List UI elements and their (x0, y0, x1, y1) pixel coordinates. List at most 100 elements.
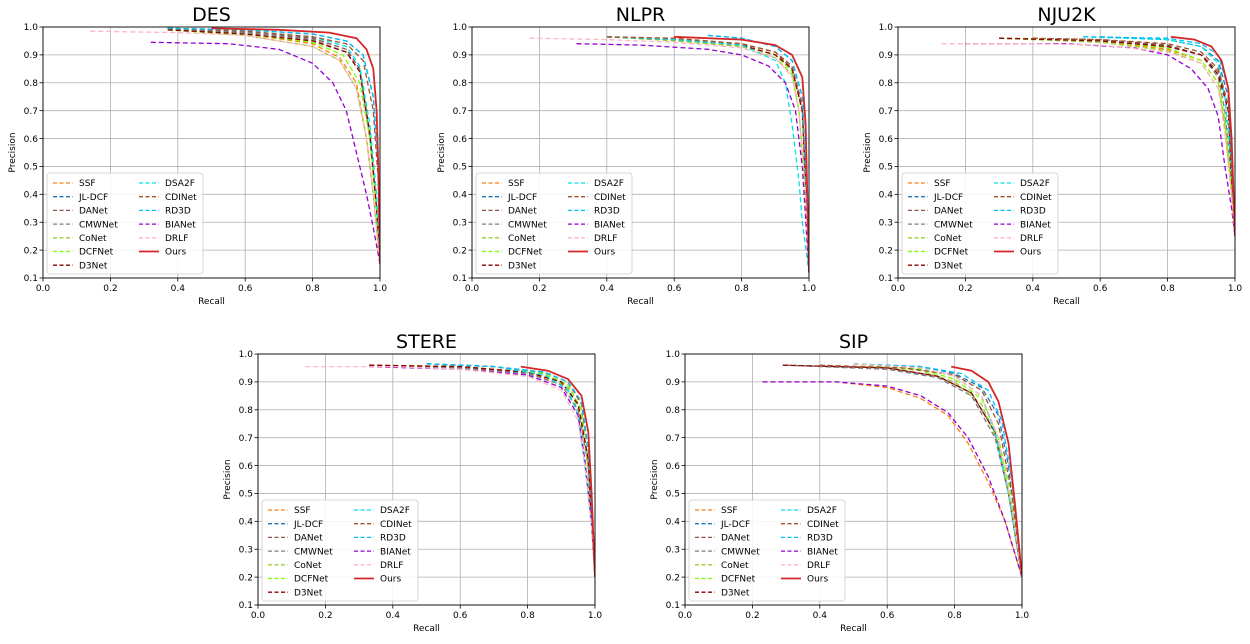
legend-label: CDINet (380, 520, 412, 530)
series-line-dsa2f (1083, 36, 1235, 237)
y-tick-label: 0.8 (24, 79, 39, 89)
legend-label: CoNet (508, 234, 536, 244)
series-line-ours (674, 35, 809, 273)
legend-label: Ours (380, 575, 401, 585)
legend-label: RD3D (594, 207, 620, 217)
x-tick-label: 0.0 (678, 611, 693, 621)
y-tick-label: 0.1 (453, 274, 467, 284)
x-tick-label: 0.4 (386, 611, 401, 621)
series-line-rd3d (853, 363, 1022, 578)
chart-title: STERE (396, 331, 457, 353)
y-tick-label: 0.2 (666, 573, 680, 583)
y-tick-label: 1.0 (666, 350, 681, 360)
y-tick-label: 0.4 (24, 191, 39, 201)
x-tick-label: 1.0 (1228, 284, 1243, 294)
legend-label: CMWNet (721, 547, 760, 557)
series-line-rd3d (167, 27, 380, 265)
x-tick-label: 0.6 (667, 284, 682, 294)
series-line-d3net (606, 36, 809, 273)
x-tick-label: 0.4 (1026, 284, 1041, 294)
legend-label: SSF (934, 179, 951, 189)
x-tick-label: 1.0 (802, 284, 817, 294)
legend-label: Ours (165, 248, 186, 258)
y-axis-label: Precision (437, 132, 447, 172)
legend-box (46, 172, 204, 275)
y-tick-label: 0.9 (239, 378, 254, 388)
plot-frame (684, 353, 1023, 606)
legend-label: CDINet (594, 193, 626, 203)
y-tick-label: 0.6 (879, 135, 894, 145)
x-tick-label: 0.4 (171, 284, 186, 294)
legend-label: BIANet (807, 547, 838, 557)
y-tick-label: 0.7 (879, 107, 893, 117)
legend-label: DSA2F (594, 179, 624, 189)
series-line-ssf (606, 36, 809, 273)
legend-label: DCFNet (721, 575, 756, 585)
x-tick-label: 0.4 (600, 284, 615, 294)
series-line-dsa2f (426, 363, 595, 578)
legend-label: DRLF (380, 561, 403, 571)
legend-label: BIANet (594, 220, 625, 230)
y-tick-label: 0.3 (239, 545, 253, 555)
legend-box (901, 172, 1059, 275)
y-tick-label: 0.3 (24, 218, 38, 228)
series-line-danet (606, 36, 809, 273)
pr-chart-2: NJU2K 0.0 0.2 0.4 0.6 0.8 1.0 0.1 0.2 0.3 0.4 0.5 0.… (863, 4, 1242, 307)
series-line-d3net (167, 29, 380, 265)
x-tick-label: 0.0 (36, 284, 51, 294)
legend-label: BIANet (165, 220, 196, 230)
series-line-cdinet (606, 36, 809, 273)
x-tick-label: 0.0 (891, 284, 906, 294)
series-line-ours (520, 365, 595, 578)
legend-label: DSA2F (165, 179, 195, 189)
chart-title: DES (192, 4, 231, 26)
legend-label: JL-DCF (720, 520, 750, 530)
y-tick-label: 0.3 (879, 218, 893, 228)
legend-label: BIANet (380, 547, 411, 557)
pr-chart-4: SIP 0.0 0.2 0.4 0.6 0.8 1.0 0.1 0.2 0.3 0.4 0.5 0.6 0… (650, 331, 1029, 634)
y-tick-label: 0.1 (24, 274, 38, 284)
legend: SSF JL-DCF DANet CMWNet CoNet DCFNet D3Net DSA2… (688, 499, 846, 602)
y-axis-label: Precision (8, 132, 18, 172)
legend-label: CoNet (79, 234, 107, 244)
legend-label: JL-DCF (933, 193, 963, 203)
y-tick-label: 0.1 (879, 274, 893, 284)
series-line-jl-dcf (853, 363, 1022, 578)
legend-label: CoNet (294, 561, 322, 571)
y-tick-label: 1.0 (453, 23, 468, 33)
x-tick-label: 0.2 (318, 611, 332, 621)
legend-label: Ours (807, 575, 828, 585)
legend-box (475, 172, 633, 275)
series-line-d3net (999, 37, 1235, 237)
pr-chart-1: NLPR 0.0 0.2 0.4 0.6 0.8 1.0 0.1 0.2 0.3 0.4 0.5 0.6… (437, 4, 816, 307)
y-tick-label: 1.0 (239, 350, 254, 360)
x-tick-label: 0.8 (734, 284, 749, 294)
series-line-drlf (305, 365, 595, 578)
legend-label: DSA2F (1020, 179, 1050, 189)
y-tick-label: 0.8 (666, 406, 681, 416)
x-tick-label: 0.0 (465, 284, 480, 294)
legend-label: CDINet (807, 520, 839, 530)
legend-label: JL-DCF (293, 520, 323, 530)
legend-label: DRLF (165, 234, 188, 244)
y-tick-label: 0.5 (666, 490, 680, 500)
series-line-drlf (853, 363, 1022, 578)
x-tick-label: 1.0 (1015, 611, 1030, 621)
legend-label: DSA2F (807, 506, 837, 516)
y-tick-label: 0.2 (879, 246, 893, 256)
series-line-cdinet (819, 364, 1022, 578)
legend-label: CDINet (165, 193, 197, 203)
y-tick-label: 0.7 (239, 434, 253, 444)
legend-label: CMWNet (294, 547, 333, 557)
y-tick-label: 0.8 (239, 406, 254, 416)
legend-label: JL-DCF (78, 193, 108, 203)
series-line-cmwnet (369, 364, 595, 578)
plot-frame (897, 26, 1236, 279)
y-tick-label: 0.6 (24, 135, 39, 145)
y-tick-label: 0.6 (239, 462, 254, 472)
y-tick-label: 0.5 (879, 163, 893, 173)
legend-label: DCFNet (934, 248, 969, 258)
y-tick-label: 0.4 (239, 518, 254, 528)
legend-label: CMWNet (508, 220, 547, 230)
series-line-dsa2f (606, 36, 809, 273)
